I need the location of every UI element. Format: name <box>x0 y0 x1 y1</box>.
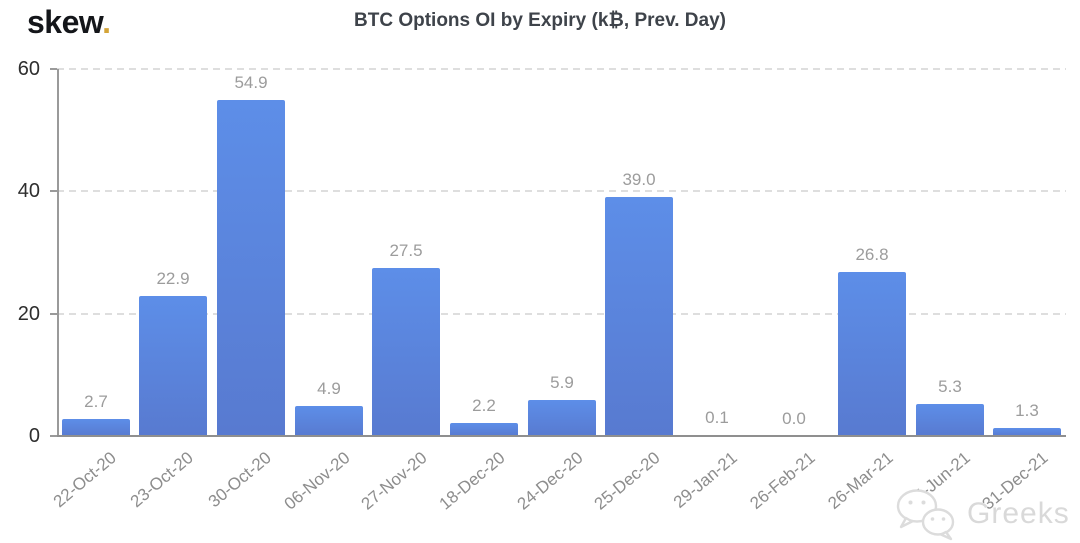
y-axis-label: 20 <box>17 303 40 325</box>
x-axis-label-text: 26-Feb-21 <box>745 448 819 513</box>
y-axis-tick <box>50 68 57 70</box>
x-axis-label-text: 22-Oct-20 <box>50 448 121 512</box>
y-axis-tick <box>50 313 57 315</box>
bar[interactable] <box>139 296 207 436</box>
bar-value-label: 0.0 <box>782 409 806 428</box>
x-axis-label-text: 30-Oct-20 <box>205 448 276 512</box>
bar-value-label: 1.3 <box>1015 401 1039 420</box>
bar-value-label: 5.9 <box>550 373 574 392</box>
x-axis-label-text: 25-Dec-20 <box>590 448 664 514</box>
x-axis-label-text: 26-Mar-21 <box>823 448 897 513</box>
skew-logo-dot: . <box>102 4 111 40</box>
bar-value-label: 5.3 <box>938 377 962 396</box>
x-axis-label-text: 29-Jan-21 <box>670 448 742 512</box>
bar-value-label: 0.1 <box>705 408 729 427</box>
bar[interactable] <box>916 404 984 436</box>
skew-logo-text: skew <box>27 4 103 40</box>
x-axis-label-text: 06-Nov-20 <box>280 448 354 514</box>
bar[interactable] <box>450 423 518 436</box>
x-axis-line <box>57 435 1066 437</box>
watermark: Greeks <box>893 487 1070 541</box>
x-axis-label-text: 24-Dec-20 <box>513 448 587 514</box>
gridline <box>57 190 1066 192</box>
x-axis-label-text: 18-Dec-20 <box>435 448 509 514</box>
x-axis-label-text: 23-Oct-20 <box>127 448 198 512</box>
bar[interactable] <box>62 419 130 436</box>
bar-value-label: 2.7 <box>84 392 108 411</box>
bar[interactable] <box>605 197 673 436</box>
y-axis-label: 40 <box>17 180 40 202</box>
gridline <box>57 68 1066 70</box>
bar[interactable] <box>295 406 363 436</box>
bar-value-label: 26.8 <box>855 245 889 264</box>
bar[interactable] <box>217 100 285 436</box>
y-axis-line <box>57 69 59 436</box>
skew-logo: skew. <box>27 4 111 41</box>
wechat-icon <box>896 489 955 541</box>
bar[interactable] <box>372 268 440 436</box>
chart-title: BTC Options OI by Expiry (k₿, Prev. Day) <box>354 10 726 31</box>
bar-value-label: 22.9 <box>156 269 190 288</box>
bar[interactable] <box>528 400 596 436</box>
y-axis-label: 0 <box>28 425 40 447</box>
y-axis-label: 60 <box>17 58 40 80</box>
bar[interactable] <box>838 272 906 436</box>
y-axis-tick <box>50 190 57 192</box>
gridline <box>57 313 1066 315</box>
bar-value-label: 39.0 <box>622 170 656 189</box>
bar-value-label: 54.9 <box>234 73 268 92</box>
bar[interactable] <box>993 428 1061 436</box>
bar-value-label: 27.5 <box>389 241 423 260</box>
bar-value-label: 4.9 <box>317 379 341 398</box>
y-axis-tick <box>50 435 57 437</box>
x-axis-label-text: 27-Nov-20 <box>357 448 431 514</box>
bar-value-label: 2.2 <box>472 396 496 415</box>
watermark-text: Greeks <box>967 497 1070 530</box>
